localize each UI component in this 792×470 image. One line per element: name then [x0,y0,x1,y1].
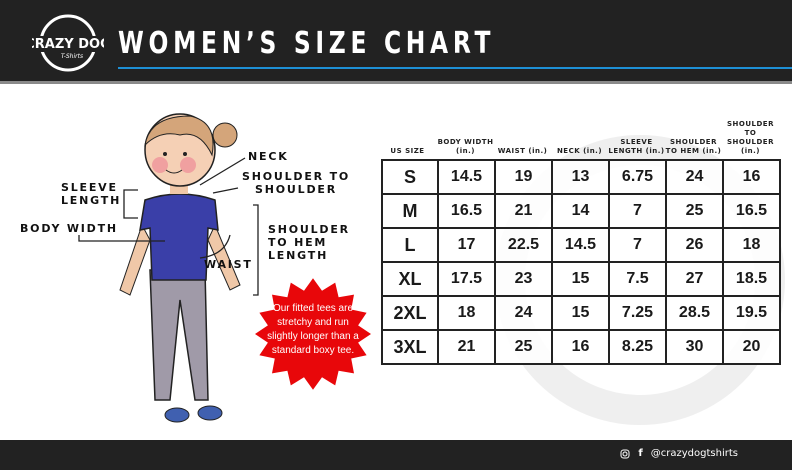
column-header-label: US SIZE [390,147,425,155]
value-cell: 18 [722,227,781,263]
label-sleeve-length: SLEEVE LENGTH [61,181,122,207]
value-cell: 25 [665,193,724,229]
size-cell: S [381,159,439,195]
value-cell: 28.5 [665,295,724,331]
column-header: SHOULDER TO SHOULDER (in.) [722,120,779,156]
svg-text:T-Shirts: T-Shirts [61,53,83,60]
facebook-icon[interactable]: f [638,448,643,459]
table-row: S 14.5 19 13 6.75 24 16 [381,159,781,195]
value-cell: 30 [665,329,724,365]
value-cell: 14 [551,193,610,229]
column-header-label: WAIST (in.) [497,147,548,155]
value-cell: 22.5 [494,227,553,263]
value-cell: 14.5 [551,227,610,263]
value-cell: 17.5 [437,261,496,297]
column-header: US SIZE [379,122,436,156]
size-table: S 14.5 19 13 6.75 24 16 M 16.5 21 14 7 25 16.5 L 17 22.5… [381,159,781,365]
value-cell: 13 [551,159,610,195]
table-row: 2XL 18 24 15 7.25 28.5 19.5 [381,295,781,331]
label-waist: WAIST [204,258,253,271]
measurement-lines [78,157,259,296]
table-row: M 16.5 21 14 7 25 16.5 [381,193,781,229]
header: CRAZY DOG T-Shirts WOMEN’S SIZE CHART [0,0,792,84]
value-cell: 7.25 [608,295,667,331]
footer: f @crazydogtshirts [0,440,792,470]
instagram-icon[interactable] [620,449,630,459]
value-cell: 26 [665,227,724,263]
table-row: L 17 22.5 14.5 7 26 18 [381,227,781,263]
size-cell: 2XL [381,295,439,331]
value-cell: 20 [722,329,781,365]
value-cell: 7 [608,227,667,263]
label-neck: NECK [248,150,289,163]
svg-text:CRAZY DOG: CRAZY DOG [32,37,104,52]
label-shoulder-to-hem: SHOULDER TO HEM LENGTH [268,223,350,262]
value-cell: 7 [608,193,667,229]
column-header: BODY WIDTH (in.) [437,122,494,156]
page-title: WOMEN’S SIZE CHART [118,26,496,61]
crazy-dog-logo: CRAZY DOG T-Shirts [32,14,104,72]
value-cell: 23 [494,261,553,297]
social-links: f @crazydogtshirts [620,448,738,459]
value-cell: 8.25 [608,329,667,365]
value-cell: 15 [551,261,610,297]
callout-starburst [255,278,371,390]
size-cell: M [381,193,439,229]
column-header-label: SLEEVE LENGTH (in.) [608,138,665,155]
value-cell: 16.5 [722,193,781,229]
value-cell: 16.5 [437,193,496,229]
title-underline [118,67,792,69]
value-cell: 24 [494,295,553,331]
column-header-label: SHOULDER TO SHOULDER (in.) [727,120,774,155]
column-header: SLEEVE LENGTH (in.) [608,122,665,156]
social-handle[interactable]: @crazydogtshirts [650,448,738,459]
value-cell: 21 [494,193,553,229]
value-cell: 14.5 [437,159,496,195]
callout-text: Our fitted tees are stretchy and run sli… [267,303,359,356]
column-header-label: NECK (in.) [556,147,603,155]
table-row: XL 17.5 23 15 7.5 27 18.5 [381,261,781,297]
value-cell: 6.75 [608,159,667,195]
value-cell: 19.5 [722,295,781,331]
column-header: NECK (in.) [551,122,608,156]
woman-illustration [119,113,241,423]
table-row: 3XL 21 25 16 8.25 30 20 [381,329,781,365]
size-cell: XL [381,261,439,297]
column-header-label: BODY WIDTH (in.) [437,138,494,155]
value-cell: 15 [551,295,610,331]
label-body-width: BODY WIDTH [20,222,118,235]
label-shoulder-to-shoulder: SHOULDER TO SHOULDER [242,170,351,196]
value-cell: 27 [665,261,724,297]
value-cell: 16 [551,329,610,365]
value-cell: 16 [722,159,781,195]
value-cell: 17 [437,227,496,263]
value-cell: 21 [437,329,496,365]
value-cell: 19 [494,159,553,195]
size-cell: L [381,227,439,263]
column-header: WAIST (in.) [494,122,551,156]
size-cell: 3XL [381,329,439,365]
column-header: SHOULDER TO HEM (in.) [665,122,722,156]
value-cell: 25 [494,329,553,365]
value-cell: 18 [437,295,496,331]
value-cell: 7.5 [608,261,667,297]
value-cell: 24 [665,159,724,195]
value-cell: 18.5 [722,261,781,297]
column-header-label: SHOULDER TO HEM (in.) [665,138,722,155]
